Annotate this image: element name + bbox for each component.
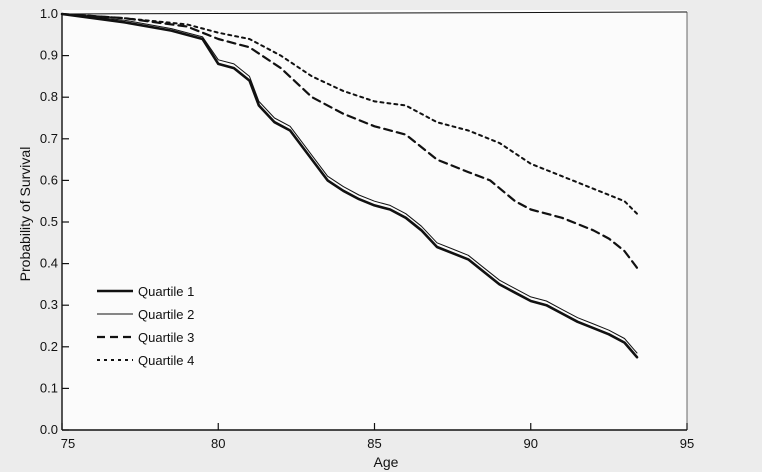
y-tick-label: 0.5: [40, 214, 58, 229]
y-tick-label: 0.0: [40, 422, 58, 437]
x-tick-label: 85: [367, 436, 381, 451]
legend-label-4: Quartile 4: [138, 353, 194, 368]
x-axis-label: Age: [374, 454, 399, 470]
x-tick-label: 80: [211, 436, 225, 451]
y-tick-label: 0.8: [40, 89, 58, 104]
y-tick-label: 0.6: [40, 172, 58, 187]
y-tick-label: 0.7: [40, 131, 58, 146]
x-tick-label: 90: [524, 436, 538, 451]
series-line-2: [61, 13, 638, 354]
legend-label-2: Quartile 2: [138, 307, 194, 322]
y-axis-label: Probability of Survival: [17, 147, 33, 282]
legend-label-1: Quartile 1: [138, 284, 194, 299]
legend-label-3: Quartile 3: [138, 330, 194, 345]
y-tick-label: 0.2: [40, 339, 58, 354]
y-tick-label: 0.1: [40, 380, 58, 395]
legend: Quartile 1 Quartile 2 Quartile 3 Quartile 4: [97, 284, 194, 368]
axes: 0.0 0.1 0.2 0.3 0.4 0.5 0.6 0.7 0.8 0.9 1.0 75 80 85 9…: [40, 6, 694, 451]
y-tick-label: 0.9: [40, 48, 58, 63]
series-line-1: [60, 12, 639, 359]
series-line-4: [61, 13, 638, 215]
plot-area: [62, 10, 687, 430]
y-tick-label: 0.4: [40, 256, 58, 271]
y-tick-label: 0.3: [40, 297, 58, 312]
x-tick-label: 95: [680, 436, 694, 451]
x-tick-label: 75: [61, 436, 75, 451]
series-line-3: [60, 12, 639, 269]
top-frame-line: [61, 11, 688, 15]
y-tick-label: 1.0: [40, 6, 58, 21]
series-layer: [60, 12, 639, 359]
